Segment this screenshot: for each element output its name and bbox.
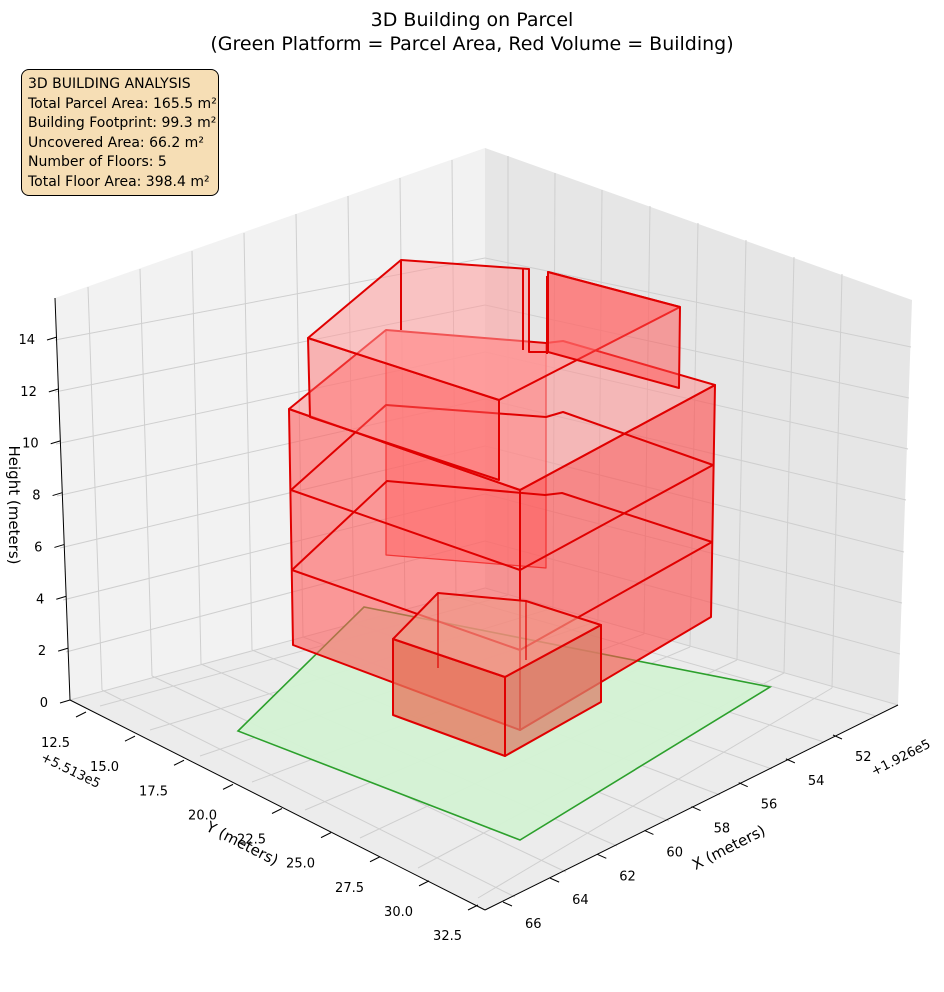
z-tick-4-label: 4: [36, 592, 44, 607]
info-line-floor-area: Total Floor Area: 398.4 m²: [28, 173, 210, 190]
annex-top: [392, 592, 602, 678]
y-tick-15.0-mark: [124, 735, 136, 742]
x-offset-label: +1.926e5: [869, 737, 933, 780]
x-tick-66-mark: [502, 901, 513, 907]
z-tick-10-label: 10: [22, 437, 39, 452]
z-tick-6-mark: [54, 543, 65, 548]
x-tick-60-label: 60: [666, 845, 683, 860]
x-tick-60-mark: [644, 829, 654, 835]
info-heading: 3D BUILDING ANALYSIS: [28, 76, 191, 92]
floor-line-1: [290, 404, 714, 571]
z-tick-0-label: 0: [40, 696, 48, 711]
info-line-uncovered: Uncovered Area: 66.2 m²: [28, 134, 204, 151]
annex-back-edge: [437, 593, 527, 668]
y-tick-30.0-label: 30.0: [384, 905, 413, 920]
x-tick-58-label: 58: [714, 822, 731, 837]
z-tick-2-mark: [57, 647, 69, 652]
y-tick-22.5-mark: [271, 808, 283, 814]
info-line-footprint: Building Footprint: 99.3 m²: [28, 115, 217, 131]
y-tick-12.5-label: 12.5: [41, 736, 70, 751]
z-tick-6-label: 6: [34, 540, 42, 555]
y-tick-25.0-label: 25.0: [286, 857, 315, 872]
x-tick-56-label: 56: [761, 798, 778, 813]
x-tick-54-mark: [785, 758, 796, 764]
y-tick-12.5-mark: [75, 711, 87, 718]
chart-title-line-1: 3D Building on Parcel: [371, 9, 574, 31]
x-tick-52-label: 52: [855, 750, 872, 765]
y-tick-20.0-mark: [222, 783, 234, 790]
z-tick-10-mark: [50, 440, 61, 445]
y-tick-17.5-label: 17.5: [139, 784, 168, 799]
z-tick-0-mark: [59, 699, 71, 704]
x-tick-58-mark: [691, 806, 701, 812]
x-tick-group: 52 54 56 58 60 62 64 66: [502, 734, 872, 932]
info-line-floors: Number of Floors: 5: [28, 154, 167, 170]
y-tick-group: 12.5 15.0 17.5 20.0 22.5 25.0 27.5 30.0 32.5: [41, 711, 479, 944]
z-tick-14-mark: [46, 336, 58, 341]
y-tick-32.5-label: 32.5: [433, 929, 462, 944]
x-tick-52-mark: [832, 734, 843, 740]
z-tick-8-label: 8: [32, 489, 40, 504]
y-tick-22.5-label: 22.5: [237, 833, 266, 848]
z-axis-title: Height (meters): [5, 446, 23, 565]
y-tick-30.0-mark: [418, 880, 430, 887]
x-tick-56-mark: [738, 782, 748, 788]
z-tick-8-mark: [52, 492, 63, 497]
x-tick-64-label: 64: [572, 893, 589, 908]
z-axis: 0 2 4 6 8 10 12 14 Height (meters): [5, 333, 71, 711]
y-tick-17.5-mark: [173, 759, 185, 766]
z-tick-12-label: 12: [20, 385, 37, 400]
y-tick-27.5-mark: [369, 856, 381, 863]
y-tick-15.0-label: 15.0: [90, 760, 119, 775]
info-line-parcel-area: Total Parcel Area: 165.5 m²: [28, 95, 217, 112]
z-tick-group: 0 2 4 6 8 10 12 14: [18, 333, 71, 711]
x-tick-54-label: 54: [808, 774, 825, 789]
x-tick-64-mark: [549, 877, 560, 883]
building-volume: [288, 259, 716, 757]
z-tick-2-label: 2: [38, 644, 46, 659]
y-axis-title: Y (meters): [202, 817, 281, 869]
x-tick-62-label: 62: [619, 869, 636, 884]
y-tick-20.0-label: 20.0: [188, 808, 217, 823]
x-tick-66-label: 66: [525, 917, 542, 932]
y-tick-27.5-label: 27.5: [335, 881, 364, 896]
analysis-info-box: 3D BUILDING ANALYSIS Total Parcel Area: …: [21, 69, 219, 196]
axes-lines: [54, 297, 899, 911]
z-tick-14-label: 14: [18, 333, 35, 348]
x-tick-62-mark: [597, 853, 607, 859]
building-upper-notch: [400, 260, 548, 354]
z-tick-12-mark: [48, 388, 60, 393]
y-tick-25.0-mark: [320, 832, 332, 839]
z-tick-4-mark: [56, 595, 67, 600]
y-tick-32.5-mark: [467, 904, 479, 911]
chart-title-line-2: (Green Platform = Parcel Area, Red Volum…: [210, 33, 733, 55]
